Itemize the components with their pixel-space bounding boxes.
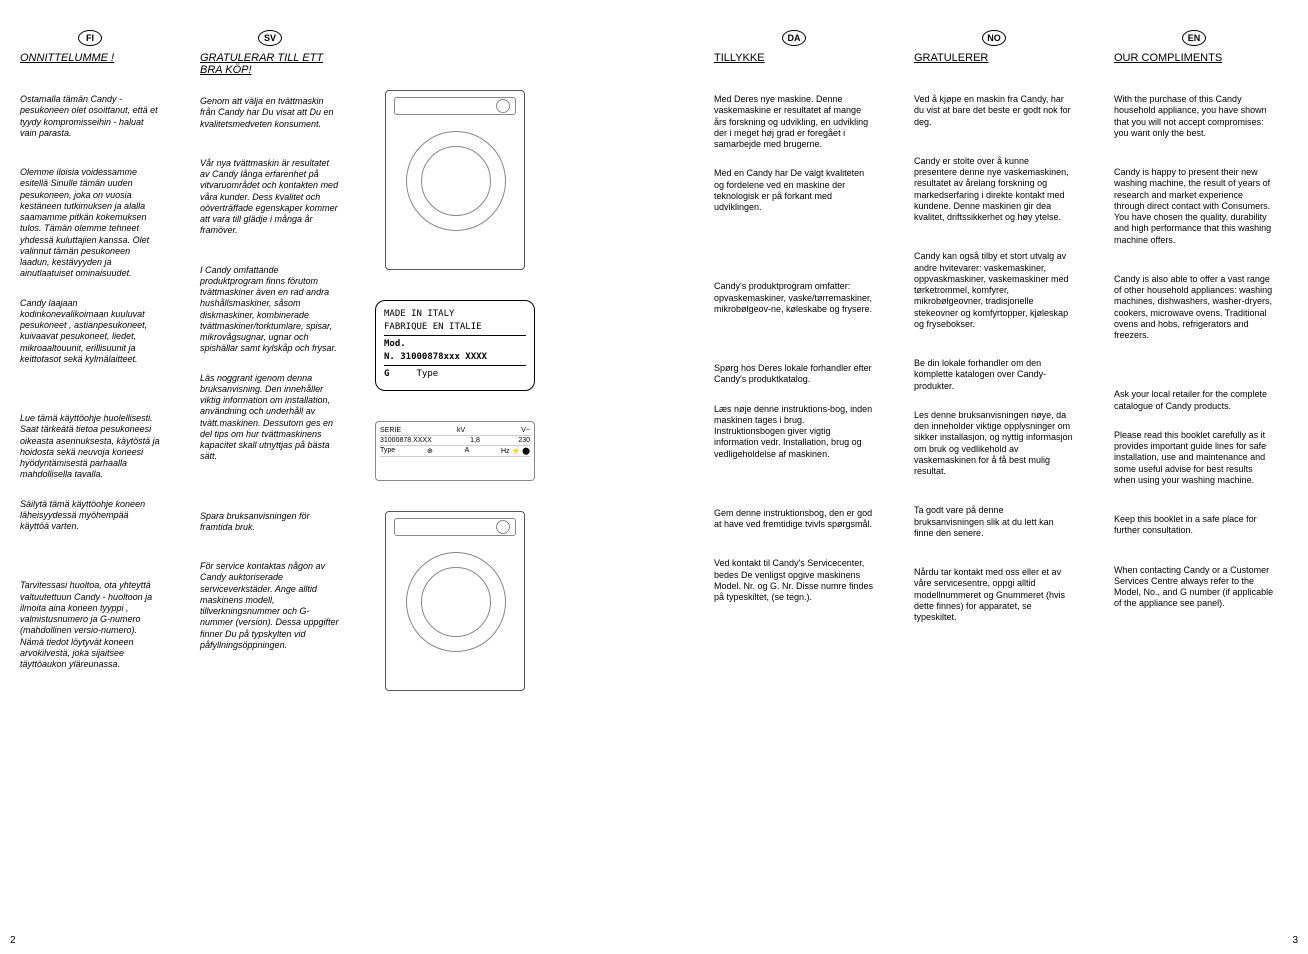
para: Spørg hos Deres lokale forhandler efter …	[714, 363, 874, 386]
para: Be din lokale forhandler om den komplett…	[914, 358, 1074, 392]
label-g: G	[384, 369, 389, 379]
lang-badge-sv: SV	[258, 30, 282, 46]
title-no: GRATULERER	[914, 52, 1074, 64]
para: Candy kan også tilby et stort utvalg av …	[914, 251, 1074, 330]
washer-diagram-bottom	[385, 511, 525, 691]
washer-diagram-top	[385, 90, 525, 270]
para: Med Deres nye maskine. Denne vaskemaskin…	[714, 94, 874, 150]
title-en: OUR COMPLIMENTS	[1114, 52, 1274, 64]
para: Læs nøje denne instruktions-bog, inden m…	[714, 404, 874, 460]
para: Ask your local retailer for the complete…	[1114, 389, 1274, 412]
para: Tarvitessasi huoltoa, ota yhteyttä valtu…	[20, 580, 160, 670]
para: Lue tämä käyttöohje huolellisesti. Saat …	[20, 413, 160, 481]
rating-label: MADE IN ITALY FABRIQUE EN ITALIE Mod. N.…	[375, 300, 535, 391]
label-mod: Mod.	[384, 339, 406, 349]
para: Les denne bruksanvisningen nøye, da den …	[914, 410, 1074, 478]
para: Candy is happy to present their new wash…	[1114, 167, 1274, 246]
para: Candy is also able to offer a vast range…	[1114, 274, 1274, 342]
para: Vår nya tvättmaskin är resultatet av Can…	[200, 158, 340, 237]
para: Keep this booklet in a safe place for fu…	[1114, 514, 1274, 537]
para: When contacting Candy or a Customer Serv…	[1114, 565, 1274, 610]
para: Spara bruksanvisningen för framtida bruk…	[200, 511, 340, 534]
page-number-left: 2	[10, 935, 16, 946]
para: Med en Candy har De valgt kvaliteten og …	[714, 168, 874, 213]
label-line: MADE IN ITALY	[384, 309, 526, 319]
energy-sticker: SERIEkVV~ 31000878 XXXX1,8230 Type⊕AHz ⚡…	[375, 421, 535, 481]
para: Gem denne instruktionsbog, den er god at…	[714, 508, 874, 531]
label-line: FABRIQUE EN ITALIE	[384, 322, 526, 332]
label-serial: N. 31000878xxx XXXX	[384, 352, 487, 362]
para: Candy's produktprogram omfatter: opvaske…	[714, 281, 874, 315]
para: Candy er stolte over å kunne presentere …	[914, 156, 1074, 224]
para: Candy laajaan kodinkonevalikoimaan kuulu…	[20, 298, 160, 366]
para: Genom att välja en tvättmaskin från Cand…	[200, 96, 340, 130]
para: With the purchase of this Candy househol…	[1114, 94, 1274, 139]
para: Nårdu tar kontakt med oss eller et av vå…	[914, 567, 1074, 623]
para: För service kontaktas någon av Candy auk…	[200, 561, 340, 651]
page-number-right: 3	[1292, 935, 1298, 946]
lang-badge-en: EN	[1182, 30, 1206, 46]
para: Olemme iloisia voidessamme esitellä Sinu…	[20, 167, 160, 280]
para: I Candy omfattande produktprogram finns …	[200, 265, 340, 355]
para: Ved å kjøpe en maskin fra Candy, har du …	[914, 94, 1074, 128]
title-fi: ONNITTELUMME !	[20, 52, 160, 64]
para: Ostamalla tämän Candy - pesukoneen olet …	[20, 94, 160, 139]
para: Please read this booklet carefully as it…	[1114, 430, 1274, 486]
title-sv: GRATULERAR TILL ETT BRA KÖP!	[200, 52, 340, 76]
para: Ta godt vare på denne bruksanvisningen s…	[914, 505, 1074, 539]
lang-badge-fi: FI	[78, 30, 102, 46]
para: Läs noggrant igenom denna bruksanvisning…	[200, 373, 340, 463]
para: Säilytä tämä käyttöohje koneen läheisyyd…	[20, 499, 160, 533]
lang-badge-da: DA	[782, 30, 806, 46]
label-type: Type	[417, 369, 439, 379]
para: Ved kontakt til Candy's Servicecenter, b…	[714, 558, 874, 603]
lang-badge-no: NO	[982, 30, 1006, 46]
title-da: TILLYKKE	[714, 52, 874, 64]
